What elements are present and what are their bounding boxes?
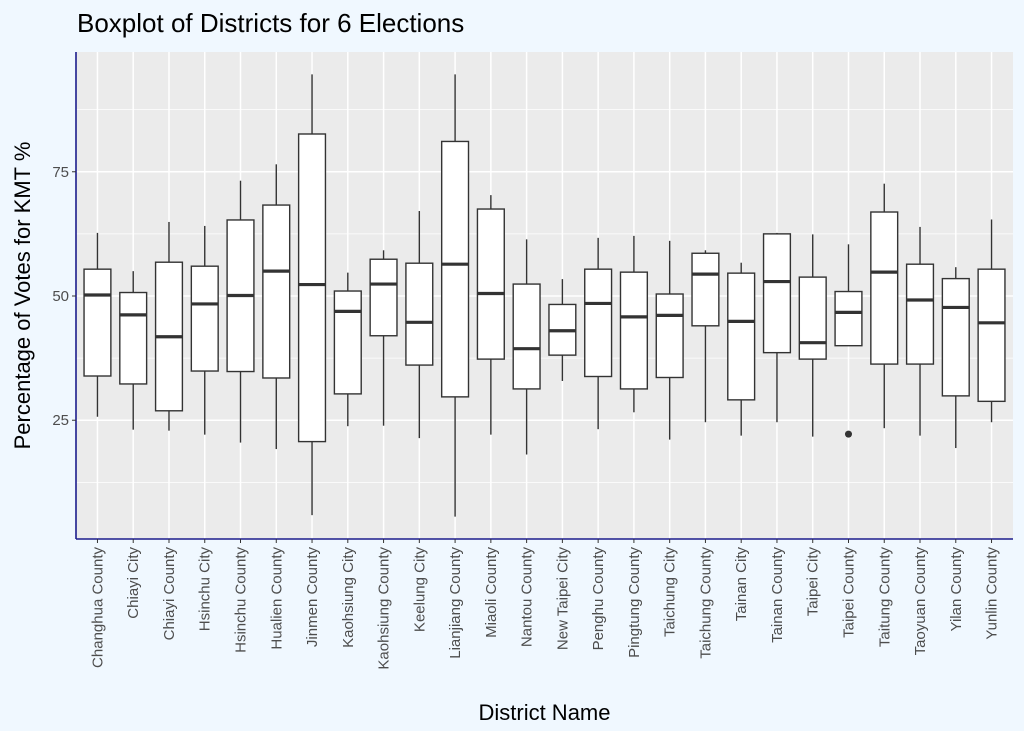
x-tick-label: Tainan City xyxy=(733,547,750,622)
box-iqr xyxy=(119,291,148,385)
x-tick-label: Chiayi County xyxy=(161,547,178,641)
x-tick-label: Taitung County xyxy=(876,547,893,648)
x-tick-label: Hsinchu City xyxy=(197,547,214,632)
box-iqr xyxy=(870,211,899,365)
box-miaoli-county xyxy=(476,195,505,435)
box-keelung-city xyxy=(405,211,434,439)
box-iqr xyxy=(905,263,935,365)
x-tick-label: Hualien County xyxy=(268,547,285,650)
box-tainan-county xyxy=(762,232,792,423)
box-iqr xyxy=(476,208,505,360)
boxes xyxy=(83,74,1006,517)
x-tick-label: Yunlin County xyxy=(984,547,1001,640)
x-tick-label: Jinmen County xyxy=(304,547,321,648)
box-tainan-city xyxy=(727,262,756,436)
x-tick-label: Keelung City xyxy=(411,547,428,633)
chart-title: Boxplot of Districts for 6 Elections xyxy=(77,8,464,38)
x-tick-label: Yilan County xyxy=(948,547,965,632)
x-tick-label: New Taipei City xyxy=(554,547,571,651)
box-nantou-county xyxy=(512,239,541,455)
x-tick-label: Kaohsiung County xyxy=(376,547,393,670)
x-tick-label: Nantou County xyxy=(519,547,536,648)
outlier-point xyxy=(844,430,852,438)
box-lianjiang-county xyxy=(440,74,470,517)
box-new-taipei-city xyxy=(548,279,577,381)
box-taipei-city xyxy=(798,234,827,437)
box-jinmen-county xyxy=(297,74,327,516)
box-iqr xyxy=(941,277,970,397)
box-iqr xyxy=(190,265,219,372)
box-iqr xyxy=(834,290,863,347)
box-iqr xyxy=(333,290,362,395)
box-iqr xyxy=(762,233,792,354)
box-iqr xyxy=(727,272,756,401)
x-tick-label: Hsinchu County xyxy=(233,547,250,653)
box-kaohsiung-county xyxy=(369,250,398,426)
x-ticks: Changhua County Chiayi City Chiayi County H… xyxy=(89,539,1001,670)
y-axis-title: Percentage of Votes for KMT % xyxy=(10,142,35,450)
box-taichung-county xyxy=(691,250,720,423)
box-iqr xyxy=(619,271,649,390)
box-iqr xyxy=(655,293,684,379)
box-iqr xyxy=(369,258,398,337)
x-tick-label: Taichung City xyxy=(662,547,679,638)
box-taichung-city xyxy=(655,240,684,440)
box-changhua-county xyxy=(83,232,112,417)
box-iqr xyxy=(798,276,827,360)
y-tick-label: 50 xyxy=(52,288,69,305)
box-yunlin-county xyxy=(977,219,1006,423)
x-tick-label: Tainan County xyxy=(769,547,786,643)
x-tick-label: Kaohsiung City xyxy=(340,547,357,648)
box-iqr xyxy=(440,140,470,398)
box-penghu-county xyxy=(584,237,613,430)
box-hsinchu-county xyxy=(226,180,255,443)
box-hsinchu-city xyxy=(190,225,219,435)
x-tick-label: Penghu County xyxy=(590,547,607,651)
x-tick-label: Pingtung County xyxy=(626,547,643,658)
x-tick-label: Taipei City xyxy=(805,547,822,617)
y-tick-label: 75 xyxy=(52,164,69,181)
x-tick-label: Taoyuan County xyxy=(912,547,929,656)
box-kaohsiung-city xyxy=(333,272,362,427)
box-iqr xyxy=(83,268,112,377)
box-taipei-county xyxy=(834,244,863,438)
x-tick-label: Changhua County xyxy=(89,547,106,668)
x-tick-label: Taipei County xyxy=(840,547,857,638)
x-tick-label: Lianjiang County xyxy=(447,547,464,659)
x-tick-label: Chiayi City xyxy=(125,547,142,619)
y-tick-label: 25 xyxy=(52,412,69,429)
x-tick-label: Miaoli County xyxy=(483,547,500,638)
box-iqr xyxy=(977,268,1006,403)
box-yilan-county xyxy=(941,267,970,449)
box-taoyuan-county xyxy=(905,226,935,436)
box-taitung-county xyxy=(870,183,899,429)
x-axis-title: District Name xyxy=(478,700,610,725)
box-iqr xyxy=(691,252,720,327)
y-ticks: 25 50 75 xyxy=(52,164,76,429)
box-chiayi-county xyxy=(154,221,184,431)
box-iqr xyxy=(262,204,291,379)
box-iqr xyxy=(512,283,541,390)
box-chiayi-city xyxy=(119,271,148,430)
box-iqr xyxy=(405,262,434,366)
box-pingtung-county xyxy=(619,235,649,413)
box-iqr xyxy=(584,268,613,378)
box-hualien-county xyxy=(262,164,291,450)
x-tick-label: Taichung County xyxy=(697,547,714,659)
box-iqr xyxy=(297,133,327,443)
